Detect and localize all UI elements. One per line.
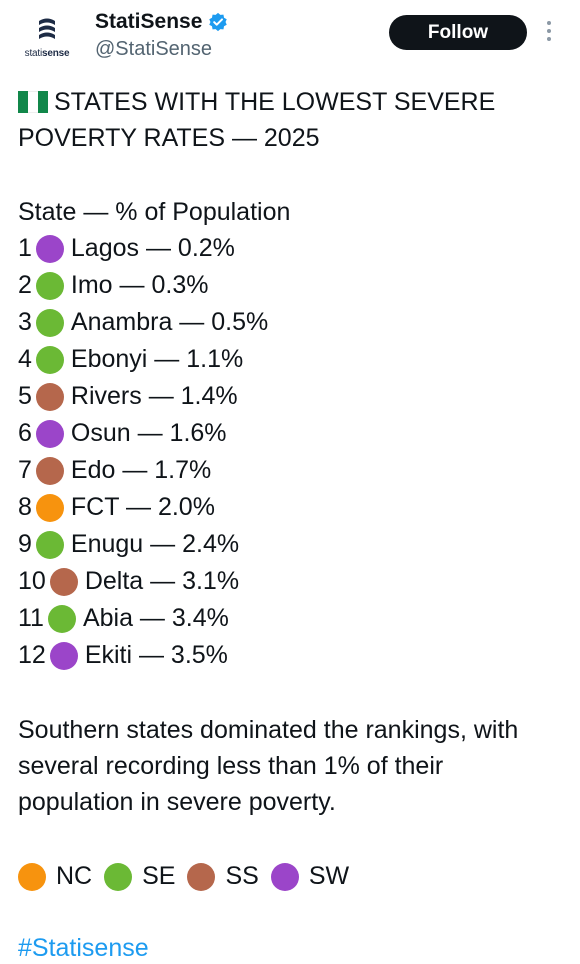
list-item: 3 Anambra — 0.5% [18, 304, 558, 341]
region-circle-icon [35, 345, 64, 374]
state-entry-text: Abia — 3.4% [82, 604, 229, 632]
hashtag-link[interactable]: #Statisense [18, 934, 149, 962]
region-circle-icon [35, 530, 64, 559]
legend-label: SE [142, 862, 176, 890]
statisense-logo-icon [39, 18, 55, 39]
legend-label: NC [56, 862, 93, 890]
list-item: 9 Enugu — 2.4% [18, 526, 558, 563]
rank-number: 11 [18, 604, 44, 632]
rank-number: 10 [18, 567, 46, 595]
logo-wordmark: statisense [24, 48, 70, 59]
legend-label: SS [225, 862, 259, 890]
list-item: 12 Ekiti — 3.5% [18, 637, 558, 674]
legend-label: SW [308, 862, 350, 890]
region-circle-icon [35, 493, 64, 522]
region-circle-icon [35, 456, 64, 485]
state-entry-text: Rivers — 1.4% [70, 382, 238, 410]
legend-circle-icon [18, 862, 46, 891]
list-item: 1 Lagos — 0.2% [18, 230, 558, 267]
region-circle-icon [35, 308, 64, 337]
more-options-icon[interactable] [546, 21, 552, 43]
summary-text: Southern states dominated the rankings, … [18, 716, 519, 816]
region-circle-icon [35, 419, 64, 448]
legend-circle-icon [270, 862, 299, 891]
user-handle[interactable]: @StatiSense [95, 38, 213, 60]
state-entry-text: Lagos — 0.2% [70, 234, 235, 262]
state-entry-text: Imo — 0.3% [70, 271, 209, 299]
nigeria-flag-icon [18, 91, 48, 113]
rank-number: 2 [18, 271, 32, 299]
state-entry-text: FCT — 2.0% [70, 493, 215, 521]
region-circle-icon [47, 604, 76, 633]
state-entry-text: Ebonyi — 1.1% [70, 345, 244, 373]
state-entry-text: Enugu — 2.4% [70, 530, 240, 558]
rank-number: 4 [18, 345, 32, 373]
list-item: 8 FCT — 2.0% [18, 489, 558, 526]
state-entry-text: Edo — 1.7% [70, 456, 212, 484]
list-item: 7 Edo — 1.7% [18, 452, 558, 489]
state-entry-text: Osun — 1.6% [70, 419, 227, 447]
state-ranking-list: 1 Lagos — 0.2% 2 Imo — 0.3% 3 Anambra — 0.5% 4… [18, 230, 558, 674]
rank-number: 6 [18, 419, 32, 447]
verified-badge-icon [209, 12, 228, 32]
region-circle-icon [35, 271, 64, 300]
rank-number: 9 [18, 530, 32, 558]
avatar[interactable]: statisense [20, 14, 74, 64]
rank-number: 12 [18, 641, 46, 669]
list-header: State — % of Population [18, 198, 291, 226]
post-title: STATES WITH THE LOWEST SEVERE POVERTY RA… [18, 88, 496, 152]
region-circle-icon [49, 567, 78, 596]
region-circle-icon [49, 641, 78, 670]
list-item: 6 Osun — 1.6% [18, 415, 558, 452]
rank-number: 1 [18, 234, 32, 262]
list-item: 2 Imo — 0.3% [18, 267, 558, 304]
post-header: statisense StatiSense @StatiSense Follow [0, 0, 580, 70]
list-item: 4 Ebonyi — 1.1% [18, 341, 558, 378]
rank-number: 8 [18, 493, 32, 521]
rank-number: 5 [18, 382, 32, 410]
state-entry-text: Delta — 3.1% [84, 567, 240, 595]
list-item: 10 Delta — 3.1% [18, 563, 558, 600]
legend-circle-icon [104, 862, 133, 891]
legend-circle-icon [187, 862, 216, 891]
list-item: 11 Abia — 3.4% [18, 600, 558, 637]
display-name[interactable]: StatiSense [95, 10, 203, 33]
rank-number: 7 [18, 456, 32, 484]
follow-button[interactable]: Follow [389, 15, 527, 50]
list-item: 5 Rivers — 1.4% [18, 378, 558, 415]
region-legend: NC SE SS SW [18, 862, 361, 891]
state-entry-text: Ekiti — 3.5% [84, 641, 228, 669]
rank-number: 3 [18, 308, 32, 336]
region-circle-icon [35, 234, 64, 263]
region-circle-icon [35, 382, 64, 411]
state-entry-text: Anambra — 0.5% [70, 308, 269, 336]
